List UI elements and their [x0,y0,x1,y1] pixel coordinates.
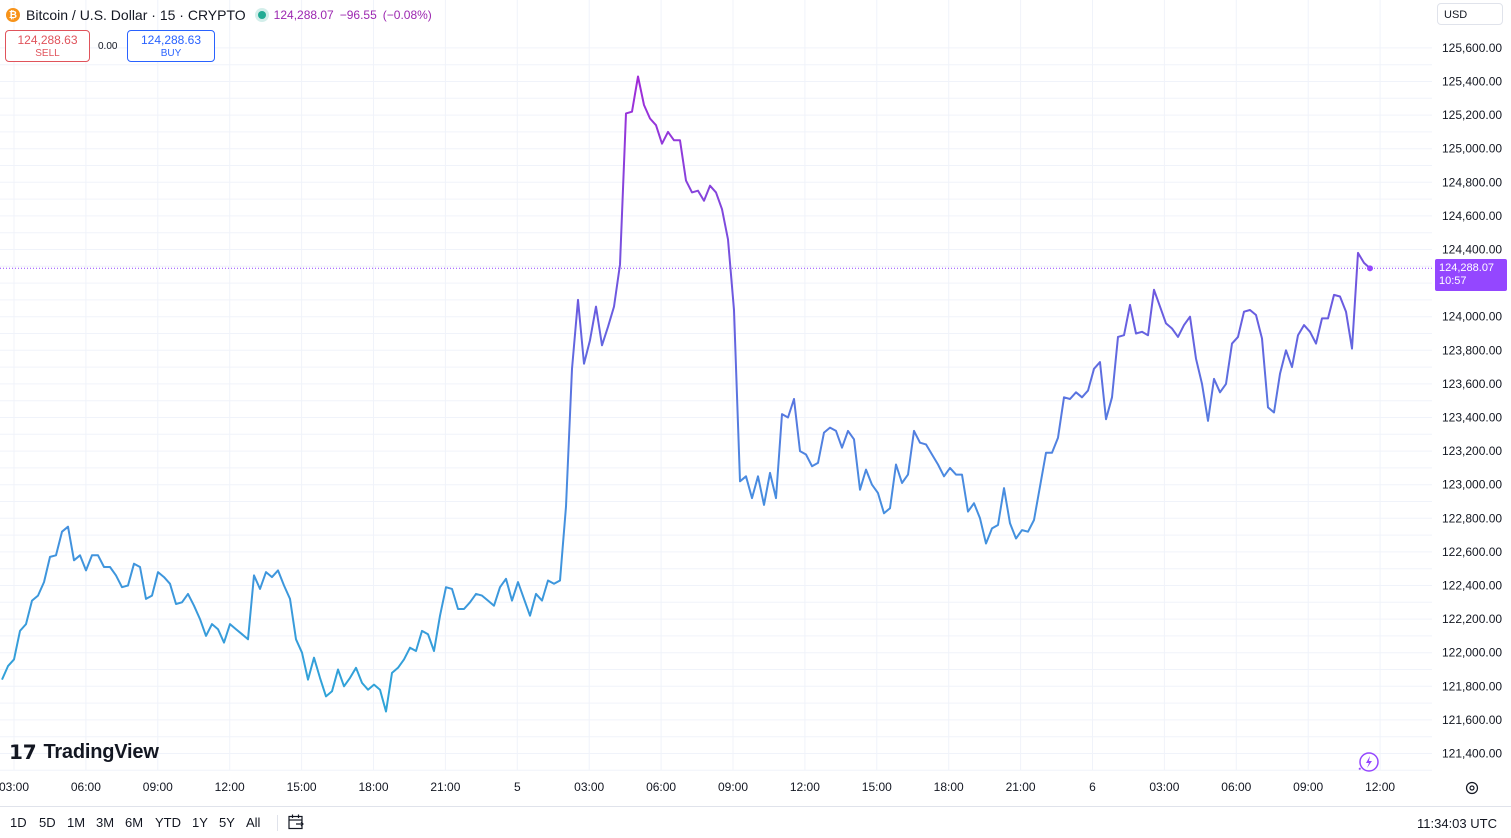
sell-button[interactable]: 124,288.63 SELL [5,30,90,62]
toolbar-divider [277,815,278,831]
y-tick-label: 125,200.00 [1442,108,1502,122]
y-tick-label: 121,600.00 [1442,713,1502,727]
bottom-toolbar: 1D 5D 1M 3M 6M YTD 1Y 5Y All 11:34:03 UT… [0,806,1511,838]
y-tick-label: 122,200.00 [1442,612,1502,626]
x-tick-label: 09:00 [143,780,173,794]
x-tick-label: 15:00 [287,780,317,794]
y-tick-label: 121,400.00 [1442,747,1502,761]
last-price-value: 124,288.07 [1439,262,1495,274]
range-1d[interactable]: 1D [10,815,27,830]
range-all[interactable]: All [246,815,261,830]
x-tick-label: 18:00 [934,780,964,794]
x-tick-label: 09:00 [1293,780,1323,794]
last-price-tag: 124,288.07 10:57 [1435,259,1507,291]
y-tick-label: 124,600.00 [1442,209,1502,223]
x-tick-label: 06:00 [646,780,676,794]
y-tick-label: 124,000.00 [1442,310,1502,324]
y-tick-label: 121,800.00 [1442,679,1502,693]
x-tick-label: 09:00 [718,780,748,794]
y-tick-label: 123,400.00 [1442,411,1502,425]
x-tick-label: 03:00 [1149,780,1179,794]
x-tick-label: 21:00 [430,780,460,794]
y-tick-label: 122,000.00 [1442,646,1502,660]
x-tick-label: 12:00 [790,780,820,794]
range-6m[interactable]: 6M [125,815,144,830]
sell-price: 124,288.63 [17,33,78,47]
tradingview-logo[interactable]: 𝟭𝟳 TradingView [9,740,159,764]
tradingview-logo-icon: 𝟭𝟳 [9,741,37,764]
y-tick-label: 123,200.00 [1442,444,1502,458]
buy-button[interactable]: 124,288.63 BUY [127,30,215,62]
x-tick-label: 06:00 [1221,780,1251,794]
range-1m[interactable]: 1M [67,815,86,830]
tradingview-logo-text: TradingView [43,740,159,763]
symbol-header: ₿ Bitcoin / U.S. Dollar · 15 · CRYPTO 12… [6,4,438,26]
y-tick-label: 123,600.00 [1442,377,1502,391]
x-tick-label: 12:00 [1365,780,1395,794]
x-tick-label: 6 [1089,780,1096,794]
header-price: 124,288.07 [273,8,334,22]
x-tick-label: 12:00 [215,780,245,794]
bitcoin-icon: ₿ [6,8,20,22]
range-5d[interactable]: 5D [39,815,56,830]
range-ytd[interactable]: YTD [155,815,181,830]
last-point [1367,265,1373,272]
spread-value: 0.00 [98,41,118,52]
x-tick-label: 06:00 [71,780,101,794]
y-tick-label: 125,400.00 [1442,75,1502,89]
currency-select[interactable]: USD [1437,3,1503,25]
x-tick-label: 5 [514,780,521,794]
y-tick-label: 125,000.00 [1442,142,1502,156]
range-5y[interactable]: 5Y [219,815,235,830]
header-change-pct: (−0.08%) [382,8,432,22]
y-tick-label: 124,400.00 [1442,243,1502,257]
y-tick-label: 125,600.00 [1442,41,1502,55]
lightning-icon[interactable] [1355,750,1381,776]
y-tick-label: 124,800.00 [1442,175,1502,189]
range-3m[interactable]: 3M [96,815,115,830]
calendar-icon[interactable] [287,813,305,831]
x-tick-label: 21:00 [1006,780,1036,794]
x-tick-label: 18:00 [358,780,388,794]
buy-price: 124,288.63 [140,33,202,47]
symbol-title[interactable]: Bitcoin / U.S. Dollar · 15 · CRYPTO [26,7,246,23]
y-tick-label: 122,800.00 [1442,511,1502,525]
y-tick-label: 123,000.00 [1442,478,1502,492]
y-tick-label: 122,600.00 [1442,545,1502,559]
sell-label: SELL [35,48,60,59]
market-open-icon [257,11,266,19]
utc-clock[interactable]: 11:34:03 UTC [1417,816,1497,831]
bar-countdown: 10:57 [1439,275,1467,287]
settings-icon[interactable] [1464,780,1480,796]
x-tick-label: 15:00 [862,780,892,794]
x-tick-label: 03:00 [0,780,29,794]
range-1y[interactable]: 1Y [192,815,208,830]
y-tick-label: 123,800.00 [1442,343,1502,357]
x-tick-label: 03:00 [574,780,604,794]
price-series-line [1,75,1371,713]
header-change: −96.55 [339,8,377,22]
y-tick-label: 122,400.00 [1442,579,1502,593]
buy-label: BUY [160,48,182,59]
